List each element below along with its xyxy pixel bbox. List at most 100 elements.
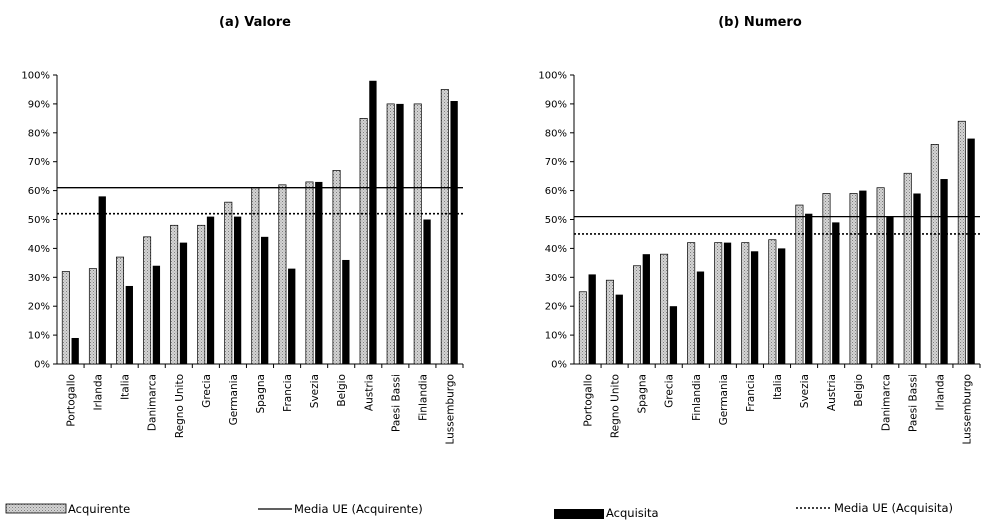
bar-acquirente <box>278 184 287 365</box>
bar-acquisita <box>342 259 350 364</box>
bar-acquirente <box>332 170 341 365</box>
y-tick-label: 10% <box>28 331 50 342</box>
bar-acquisita <box>315 181 323 364</box>
bar-acquirente <box>605 279 614 365</box>
y-tick-label: 100% <box>538 71 567 82</box>
bar-acquirente <box>386 103 395 365</box>
x-tick-label: Spagna <box>255 374 267 414</box>
bar-acquisita <box>125 285 133 364</box>
bar-acquisita <box>669 306 678 364</box>
x-tick-label: Grecia <box>201 374 213 408</box>
x-tick-label: Portogallo <box>66 374 78 427</box>
bar-acquisita <box>288 268 296 364</box>
x-tick-label: Austria <box>826 374 838 411</box>
chart-title-a: (a) Valore <box>219 15 291 30</box>
x-tick-label: Svezia <box>309 374 321 408</box>
bar-acquisita <box>98 196 106 364</box>
bar-acquisita <box>832 222 840 364</box>
bar-acquirente <box>413 103 422 365</box>
chart-panel-b: (b) Numero 0% 10% 20% 30% 40% 50% 60% 70% 80% 90%… <box>538 15 981 445</box>
x-tick-label: Belgio <box>853 374 865 407</box>
x-tick-label: Danimarca <box>880 374 892 431</box>
chart-title-b: (b) Numero <box>718 15 802 30</box>
y-tick-label: 90% <box>545 99 567 110</box>
x-tick-label: Irlanda <box>93 374 105 411</box>
y-tick-label: 0% <box>551 360 567 371</box>
bar-acquirente <box>795 204 804 365</box>
bar-acquisita <box>588 274 596 364</box>
bar-acquirente <box>61 271 70 365</box>
bar-acquisita <box>396 103 404 365</box>
bar-acquisita <box>913 193 921 364</box>
y-tick-label: 40% <box>28 244 50 255</box>
bar-acquisita <box>778 248 786 364</box>
x-tick-label: Italia <box>772 374 784 400</box>
y-tick-label: 0% <box>34 360 50 371</box>
y-tick-label: 90% <box>28 99 50 110</box>
bar-acquirente <box>957 120 966 365</box>
chart-panel-a: (a) Valore 0% 10% 20% 30% 40% 50% 60% 70% 80% 90%… <box>21 15 464 445</box>
y-tick-label: 80% <box>28 128 50 139</box>
bar-acquisita <box>450 101 458 364</box>
bar-acquisita <box>615 294 623 364</box>
y-tick-label: 20% <box>28 302 50 313</box>
x-tick-label: Francia <box>745 374 757 412</box>
x-tick-label: Francia <box>282 374 294 412</box>
bar-acquisita <box>261 236 269 364</box>
bar-acquirente <box>88 268 97 365</box>
chart-legend: Acquirente Media UE (Acquirente) Acquisi… <box>5 501 953 520</box>
bar-acquisita <box>152 265 161 364</box>
bar-acquirente <box>440 89 449 365</box>
bar-acquirente <box>687 242 696 365</box>
y-tick-label: 10% <box>545 331 567 342</box>
y-tick-label: 20% <box>545 302 567 313</box>
bar-acquisita <box>423 219 431 364</box>
bar-acquisita <box>940 179 948 364</box>
legend-label-media-acquirente: Media UE (Acquirente) <box>294 502 423 516</box>
x-tick-label: Italia <box>120 374 132 400</box>
legend-swatch-acquirente <box>5 503 67 514</box>
bar-acquirente <box>903 172 912 365</box>
legend-label-media-acquisita: Media UE (Acquisita) <box>834 501 953 515</box>
bar-acquirente <box>822 193 831 365</box>
x-tick-label: Grecia <box>664 374 676 408</box>
y-tick-label: 60% <box>28 186 50 197</box>
x-tick-label: Finlandia <box>691 374 703 421</box>
x-tick-label: Regno Unito <box>174 374 186 438</box>
y-tick-label: 50% <box>545 215 567 226</box>
bar-acquirente <box>224 201 233 365</box>
bar-acquirente <box>116 256 125 365</box>
bar-acquirente <box>741 242 750 365</box>
legend-swatch-acquisita <box>554 509 604 519</box>
bar-acquirente <box>170 224 179 365</box>
bar-acquisita <box>967 138 975 364</box>
bar-acquisita <box>723 242 732 364</box>
bar-acquisita <box>233 216 242 364</box>
x-tick-label: Paesi Bassi <box>907 374 919 432</box>
y-tick-label: 100% <box>21 71 50 82</box>
x-tick-label: Spagna <box>637 374 649 414</box>
x-tick-label: Lussemburgo <box>961 374 973 445</box>
bar-acquisita <box>206 216 215 364</box>
bar-acquirente <box>633 265 642 365</box>
bar-acquirente <box>305 181 314 365</box>
bar-acquirente <box>930 144 939 365</box>
legend-label-acquisita: Acquisita <box>606 506 659 520</box>
bar-acquisita <box>179 242 188 364</box>
y-tick-label: 70% <box>28 157 50 168</box>
y-tick-label: 40% <box>545 244 567 255</box>
x-tick-label: Irlanda <box>934 374 946 411</box>
x-tick-label: Danimarca <box>147 374 159 431</box>
bar-acquirente <box>768 239 777 365</box>
x-tick-label: Svezia <box>799 374 811 408</box>
bar-acquirente <box>660 253 669 365</box>
x-tick-label: Austria <box>363 374 375 411</box>
bar-acquirente <box>143 236 152 365</box>
bar-acquirente <box>876 187 885 365</box>
x-tick-label: Germania <box>228 374 240 425</box>
bar-acquisita <box>805 213 813 364</box>
bar-acquirente <box>578 291 587 365</box>
bar-acquisita <box>71 337 79 364</box>
bar-acquirente <box>359 117 368 365</box>
